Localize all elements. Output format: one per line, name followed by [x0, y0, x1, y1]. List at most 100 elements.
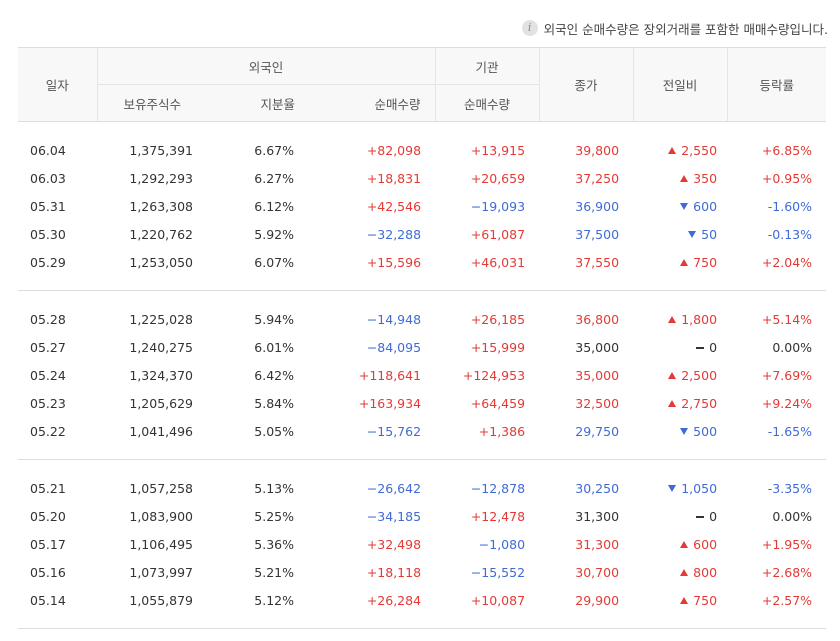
change-cell: 800: [633, 558, 727, 586]
rate-cell: 0.00%: [772, 508, 813, 524]
up-arrow-icon: 350: [680, 171, 717, 186]
change-cell: 600: [633, 192, 727, 220]
change-cell: 2,550: [633, 136, 727, 164]
rate-cell: +2.57%: [761, 592, 813, 608]
date-cell: 05.28: [30, 311, 66, 327]
close-cell: 37,550: [575, 254, 620, 270]
foreign-net-buy-cell: +15,596: [366, 254, 422, 270]
rate-cell: +6.85%: [761, 142, 813, 158]
rate-cell: +9.24%: [761, 395, 813, 411]
inst-net-buy-cell: +1,386: [478, 423, 526, 439]
unchanged-icon: 0: [696, 340, 717, 355]
date-cell: 05.23: [30, 395, 66, 411]
foreign-net-buy-cell: −14,948: [366, 311, 422, 327]
share-ratio-cell: 5.94%: [254, 311, 294, 327]
table-row: 05.30 1,220,762 5.92% −32,288 +61,087 37,500 5…: [18, 220, 826, 248]
holdings-cell: 1,240,275: [129, 339, 193, 355]
share-ratio-cell: 6.12%: [254, 198, 294, 214]
rate-cell: +2.68%: [761, 564, 813, 580]
foreign-net-buy-cell: +32,498: [366, 536, 422, 552]
up-arrow-icon: 2,550: [668, 143, 717, 158]
holdings-cell: 1,225,028: [129, 311, 193, 327]
holdings-cell: 1,106,495: [129, 536, 193, 552]
down-arrow-icon: 50: [688, 227, 717, 242]
inst-net-buy-cell: −19,093: [470, 198, 526, 214]
row-separator: [18, 614, 827, 629]
holdings-cell: 1,205,629: [129, 395, 193, 411]
change-cell: 350: [633, 164, 727, 192]
foreign-net-buy-cell: −15,762: [366, 423, 422, 439]
inst-net-buy-cell: +20,659: [470, 170, 526, 186]
rate-cell: -0.13%: [767, 226, 813, 242]
close-cell: 29,750: [575, 423, 620, 439]
inst-net-buy-cell: −15,552: [470, 564, 526, 580]
header-foreign: 외국인: [96, 47, 436, 85]
up-arrow-icon: 750: [680, 593, 717, 608]
foreign-net-buy-cell: +118,641: [358, 367, 422, 383]
row-separator: [18, 445, 827, 460]
foreign-net-buy-cell: −34,185: [366, 508, 422, 524]
share-ratio-cell: 5.25%: [254, 508, 294, 524]
table-row: 05.22 1,041,496 5.05% −15,762 +1,386 29,750 50…: [18, 417, 826, 445]
table-row: 05.14 1,055,879 5.12% +26,284 +10,087 29,900 7…: [18, 586, 826, 614]
date-cell: 05.21: [30, 480, 66, 496]
share-ratio-cell: 5.84%: [254, 395, 294, 411]
date-cell: 05.29: [30, 254, 66, 270]
up-arrow-icon: 2,750: [668, 396, 717, 411]
inst-net-buy-cell: +26,185: [470, 311, 526, 327]
date-cell: 05.14: [30, 592, 66, 608]
foreign-net-buy-cell: +42,546: [366, 198, 422, 214]
down-arrow-icon: 500: [680, 424, 717, 439]
header-net-buy-foreign: 순매수량: [317, 84, 436, 122]
trading-table: 일자 외국인 기관 종가 전일비 등락률 보유주식수 지분율 순매수량 순매수량…: [18, 47, 827, 629]
rate-cell: -1.60%: [767, 198, 813, 214]
change-cell: 0: [633, 502, 727, 530]
table-body: 06.04 1,375,391 6.67% +82,098 +13,915 39,800 2…: [18, 122, 827, 629]
table-row: 05.31 1,263,308 6.12% +42,546 −19,093 36,900 6…: [18, 192, 826, 220]
change-cell: 0: [633, 333, 727, 361]
table-row: 06.04 1,375,391 6.67% +82,098 +13,915 39,800 2…: [18, 136, 826, 164]
table-row: 06.03 1,292,293 6.27% +18,831 +20,659 37,250 3…: [18, 164, 826, 192]
info-icon: [521, 20, 538, 36]
change-cell: 750: [633, 248, 727, 276]
date-cell: 05.31: [30, 198, 66, 214]
up-arrow-icon: 1,800: [668, 312, 717, 327]
inst-net-buy-cell: +15,999: [470, 339, 526, 355]
holdings-cell: 1,083,900: [129, 508, 193, 524]
share-ratio-cell: 6.01%: [254, 339, 294, 355]
holdings-cell: 1,375,391: [129, 142, 193, 158]
close-cell: 35,000: [575, 367, 620, 383]
table-row: 05.24 1,324,370 6.42% +118,641 +124,953 35,00…: [18, 361, 826, 389]
holdings-cell: 1,057,258: [129, 480, 193, 496]
share-ratio-cell: 6.67%: [254, 142, 294, 158]
share-ratio-cell: 5.92%: [254, 226, 294, 242]
date-cell: 05.27: [30, 339, 66, 355]
header-change: 전일비: [632, 47, 728, 122]
close-cell: 30,250: [575, 480, 620, 496]
foreign-net-buy-cell: −32,288: [366, 226, 422, 242]
rate-cell: +5.14%: [761, 311, 813, 327]
row-separator: [18, 460, 826, 475]
holdings-cell: 1,073,997: [129, 564, 193, 580]
inst-net-buy-cell: −1,080: [478, 536, 526, 552]
change-cell: 1,800: [633, 305, 727, 333]
inst-net-buy-cell: +61,087: [470, 226, 526, 242]
share-ratio-cell: 6.07%: [254, 254, 294, 270]
share-ratio-cell: 5.36%: [254, 536, 294, 552]
header-rate: 등락률: [726, 47, 827, 122]
table-row: 05.29 1,253,050 6.07% +15,596 +46,031 37,550 7…: [18, 248, 826, 276]
change-cell: 2,500: [633, 361, 727, 389]
close-cell: 37,500: [575, 226, 620, 242]
inst-net-buy-cell: +10,087: [470, 592, 526, 608]
change-cell: 500: [633, 417, 727, 445]
holdings-cell: 1,292,293: [129, 170, 193, 186]
notice-text: 외국인 순매수량은 장외거래를 포함한 매매수량입니다.: [543, 21, 828, 37]
holdings-cell: 1,220,762: [129, 226, 193, 242]
row-separator: [18, 291, 826, 306]
close-cell: 36,900: [575, 198, 620, 214]
row-separator: [18, 276, 827, 291]
inst-net-buy-cell: +46,031: [470, 254, 526, 270]
date-cell: 06.03: [30, 170, 66, 186]
foreign-net-buy-cell: −26,642: [366, 480, 422, 496]
down-arrow-icon: 1,050: [668, 481, 717, 496]
